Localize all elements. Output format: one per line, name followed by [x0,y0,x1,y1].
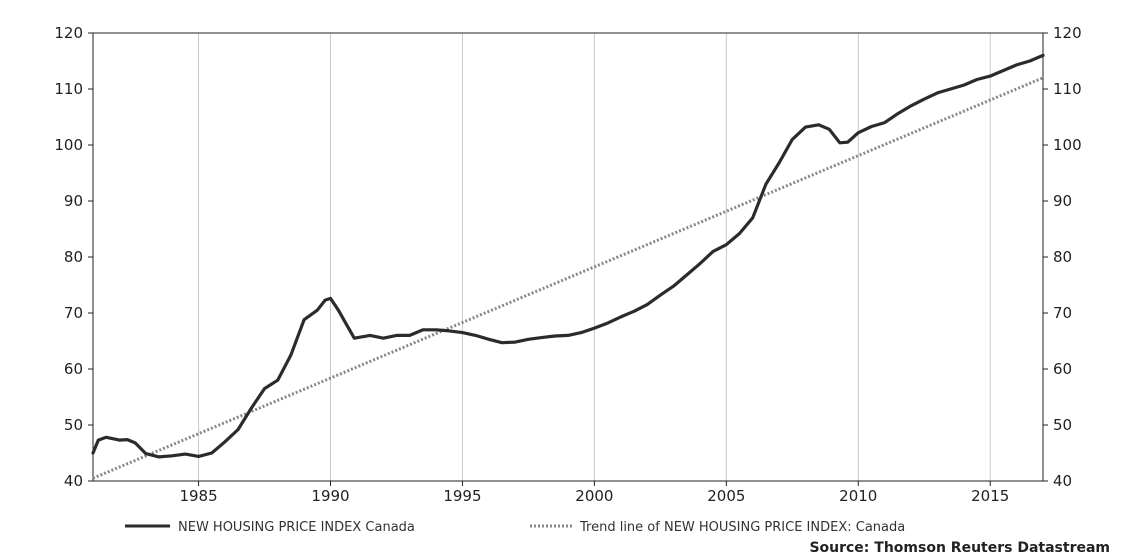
y-tick-label-right: 40 [1053,472,1072,490]
y-tick-label-left: 70 [64,304,83,322]
y-tick-label-left: 50 [64,416,83,434]
x-tick-label: 2005 [707,487,745,505]
y-tick-label-right: 90 [1053,192,1072,210]
y-tick-label-right: 70 [1053,304,1072,322]
y-axis-left: 40 50 60 70 80 90 100 110 120 [54,24,93,490]
y-tick-label-left: 60 [64,360,83,378]
gridlines [198,33,991,481]
y-axis-right: 40 50 60 70 80 90 100 110 120 [1043,24,1082,490]
series-line-trend [92,76,1044,480]
legend-label-trend: Trend line of NEW HOUSING PRICE INDEX: C… [579,520,905,535]
x-tick-label: 2000 [575,487,613,505]
series-line-index [91,53,1045,459]
legend: NEW HOUSING PRICE INDEX Canada Trend lin… [125,520,905,535]
y-tick-label-left: 80 [64,248,83,266]
x-tick-label: 2010 [839,487,877,505]
y-tick-label-left: 90 [64,192,83,210]
y-tick-label-right: 110 [1053,80,1082,98]
source-note: Source: Thomson Reuters Datastream [809,540,1110,556]
series-layer [91,53,1045,480]
y-tick-label-left: 100 [54,136,83,154]
plot-area [92,32,1044,482]
x-tick-label: 2015 [971,487,1009,505]
y-tick-label-left: 110 [54,80,83,98]
y-tick-label-right: 50 [1053,416,1072,434]
x-tick-label: 1985 [179,487,217,505]
y-tick-label-left: 120 [54,24,83,42]
legend-label-index: NEW HOUSING PRICE INDEX Canada [178,520,415,535]
x-tick-label: 1995 [443,487,481,505]
y-tick-label-right: 80 [1053,248,1072,266]
x-axis: 1985 1990 1995 2000 2005 2010 2015 [179,481,1009,505]
y-tick-label-right: 60 [1053,360,1072,378]
x-tick-label: 1990 [311,487,349,505]
y-tick-label-right: 100 [1053,136,1082,154]
y-tick-label-right: 120 [1053,24,1082,42]
y-tick-label-left: 40 [64,472,83,490]
